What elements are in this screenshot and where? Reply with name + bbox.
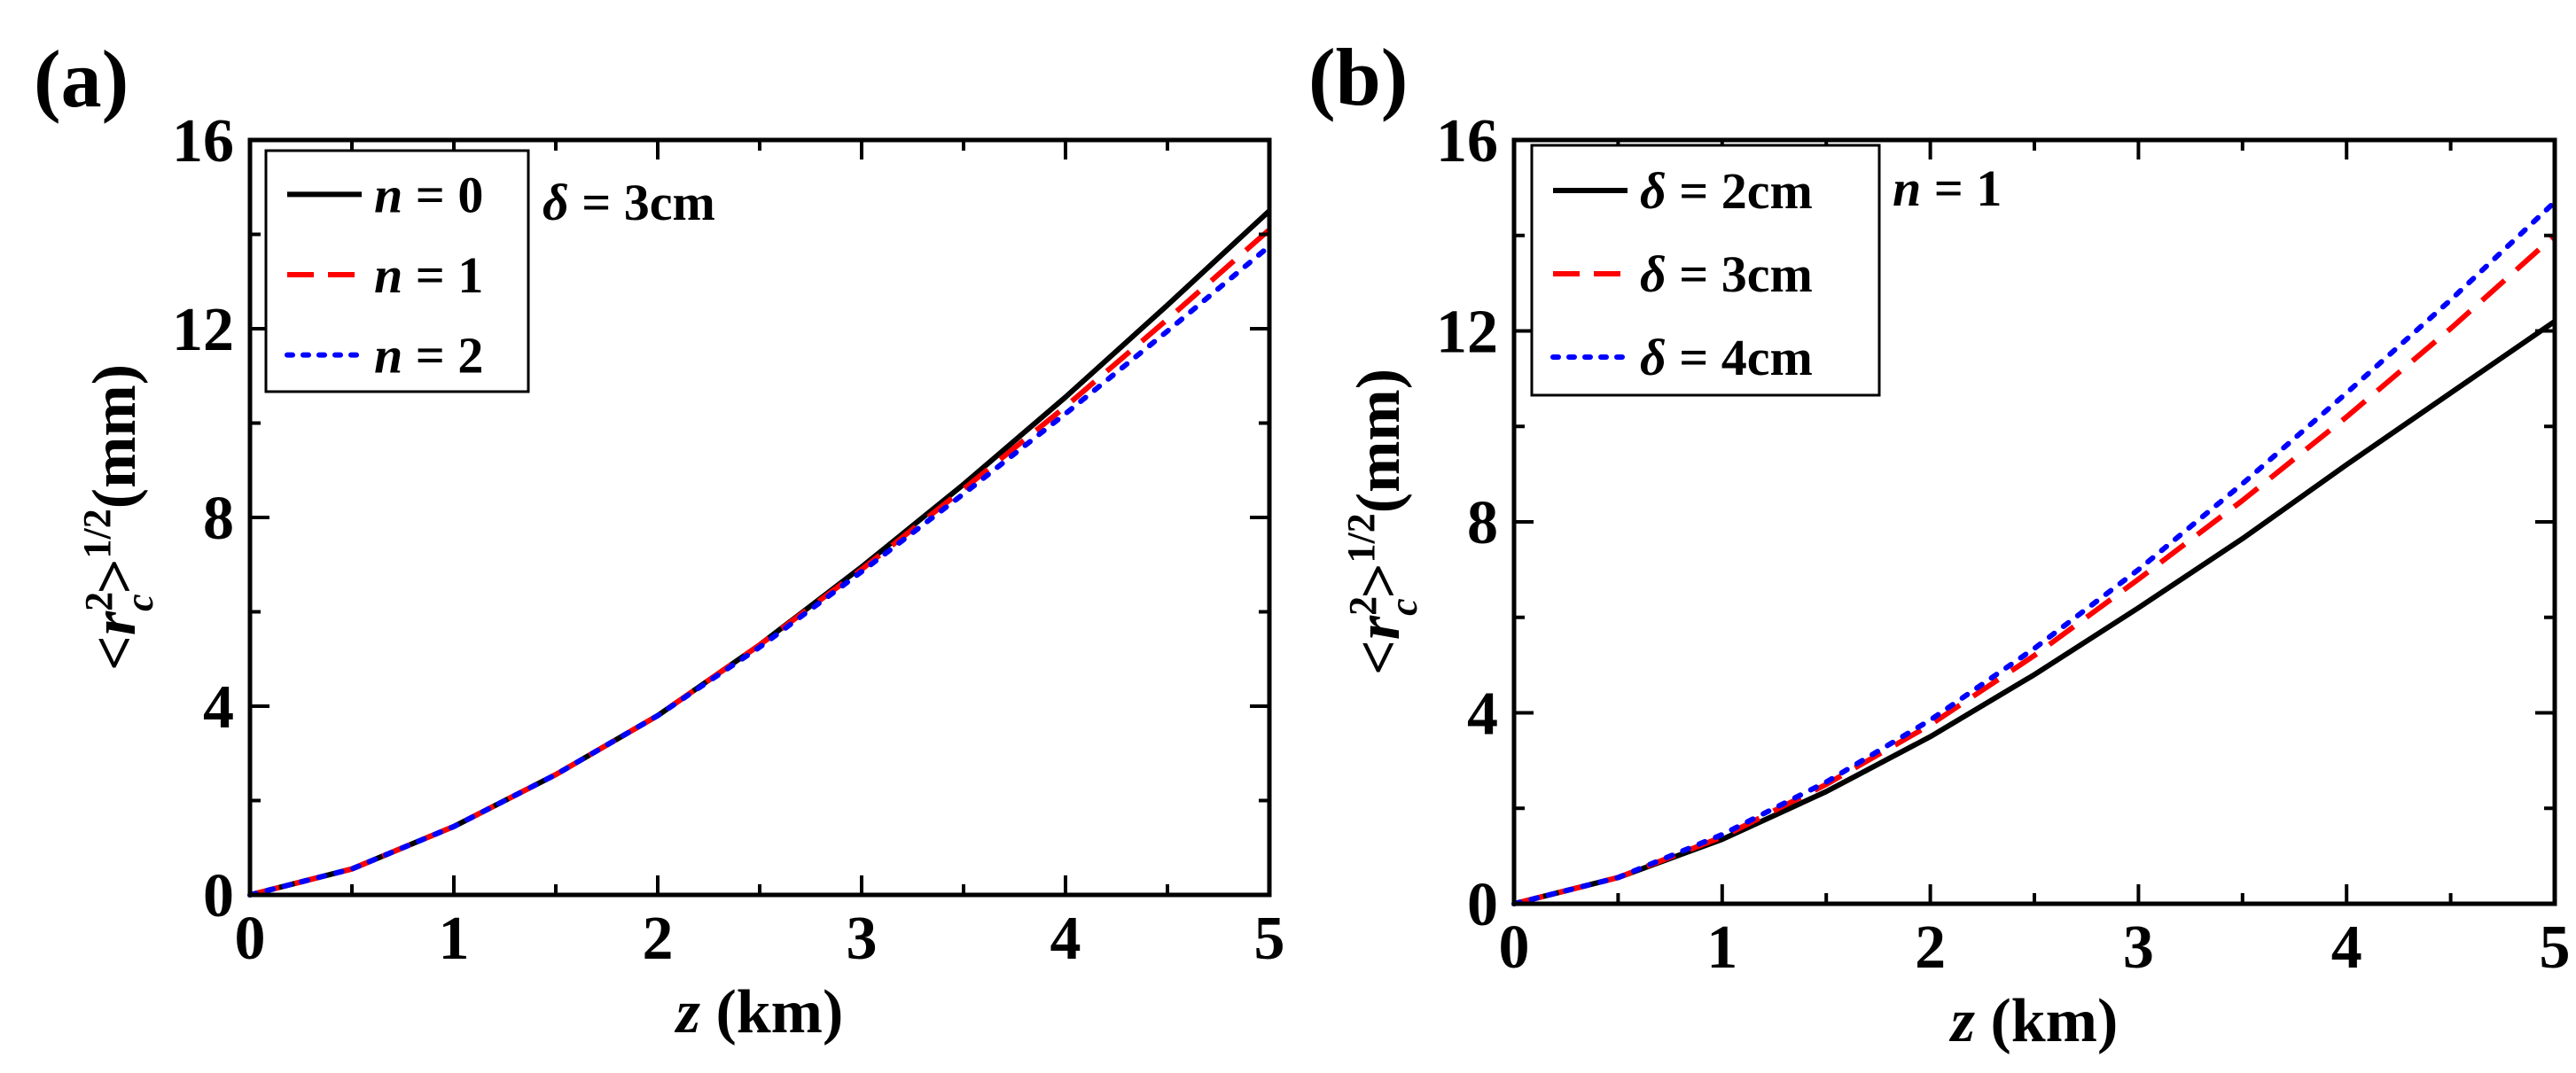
legend-value: = 3cm (1667, 245, 1813, 303)
x-tick-label: 3 (847, 905, 878, 973)
legend-value: = 2cm (1667, 162, 1813, 220)
y-tick-label: 12 (172, 296, 234, 364)
legend-var: n (374, 246, 402, 304)
legend-var: δ (1640, 162, 1667, 220)
y-tick-label: 0 (203, 862, 234, 930)
x-tick-label: 0 (235, 905, 266, 973)
chart-annotation: n = 1 (1893, 159, 2002, 217)
y-axis-sub: c (1382, 598, 1425, 616)
y-tick-label: 12 (1436, 299, 1498, 367)
x-axis-title: z (km) (675, 978, 844, 1046)
series-line-0 (1513, 319, 2556, 906)
legend-box (264, 149, 530, 393)
legend-var: δ (1640, 245, 1667, 303)
x-axis-unit: (km) (1975, 987, 2118, 1055)
x-tick-label: 2 (643, 905, 674, 973)
legend-label-1: δ = 3cm (1640, 245, 1813, 303)
legend-label-1: n = 1 (374, 246, 483, 304)
legend-label-0: n = 0 (374, 166, 483, 223)
y-axis-sup2: 1/2 (75, 509, 119, 558)
y-axis-sub: c (118, 594, 161, 611)
y-axis-var: r (81, 610, 149, 635)
y-axis-close: > (81, 558, 149, 594)
series-line-2 (247, 243, 1272, 898)
panel-label: (b) (1308, 32, 1408, 122)
x-tick-label: 3 (2123, 914, 2154, 982)
annotation-text: = 1 (1921, 159, 2002, 217)
x-axis-unit: (km) (700, 978, 843, 1046)
y-tick-label: 16 (172, 107, 234, 175)
panel-label: (a) (34, 34, 129, 124)
y-axis-open: < (1345, 640, 1413, 675)
legend-value: = 0 (402, 166, 483, 223)
annotation-var: n (1893, 159, 1921, 217)
y-tick-label: 4 (1467, 680, 1498, 749)
legend-var: n (374, 327, 402, 385)
x-tick-label: 2 (1915, 914, 1946, 982)
y-axis-sup: 2 (1341, 596, 1385, 616)
legend-var: n (374, 166, 402, 223)
chart-annotation: δ = 3cm (543, 174, 715, 231)
y-axis-unit: (mm) (1345, 369, 1413, 513)
x-tick-label: 5 (1254, 905, 1285, 973)
y-axis-unit: (mm) (81, 364, 149, 509)
y-tick-label: 16 (1436, 107, 1498, 175)
legend-label-2: n = 2 (374, 327, 483, 385)
y-axis-open: < (81, 635, 149, 671)
x-tick-label: 0 (1499, 914, 1530, 982)
annotation-var: δ (543, 174, 569, 231)
y-axis-title: <r2c>1/2(mm) (75, 364, 161, 671)
series-line-2 (1511, 199, 2557, 906)
y-tick-label: 4 (203, 673, 234, 742)
x-tick-label: 1 (439, 905, 470, 973)
y-axis-var: r (1345, 615, 1413, 640)
legend-value: = 1 (402, 246, 483, 304)
x-axis-title: z (km) (1949, 987, 2119, 1055)
x-tick-label: 1 (1706, 914, 1737, 982)
y-axis-title: <r2c>1/2(mm) (1339, 369, 1425, 675)
y-tick-label: 8 (203, 485, 234, 553)
legend-label-2: δ = 4cm (1640, 329, 1813, 386)
series-line-1 (1513, 233, 2556, 906)
x-axis-var: z (1949, 987, 1975, 1055)
x-tick-label: 4 (2331, 914, 2362, 982)
y-axis-sup: 2 (77, 592, 121, 611)
y-axis-close: > (1345, 563, 1413, 598)
legend-label-0: δ = 2cm (1640, 162, 1813, 220)
x-tick-label: 5 (2540, 914, 2571, 982)
x-tick-label: 4 (1050, 905, 1081, 973)
annotation-text: = 3cm (569, 174, 715, 231)
legend-value: = 2 (402, 327, 483, 385)
y-axis-sup2: 1/2 (1339, 513, 1383, 563)
y-tick-label: 8 (1467, 489, 1498, 557)
legend-var: δ (1640, 329, 1667, 386)
legend-value: = 4cm (1667, 329, 1813, 386)
legend-box (1530, 144, 1881, 397)
x-axis-var: z (675, 978, 700, 1046)
y-tick-label: 0 (1467, 871, 1498, 939)
